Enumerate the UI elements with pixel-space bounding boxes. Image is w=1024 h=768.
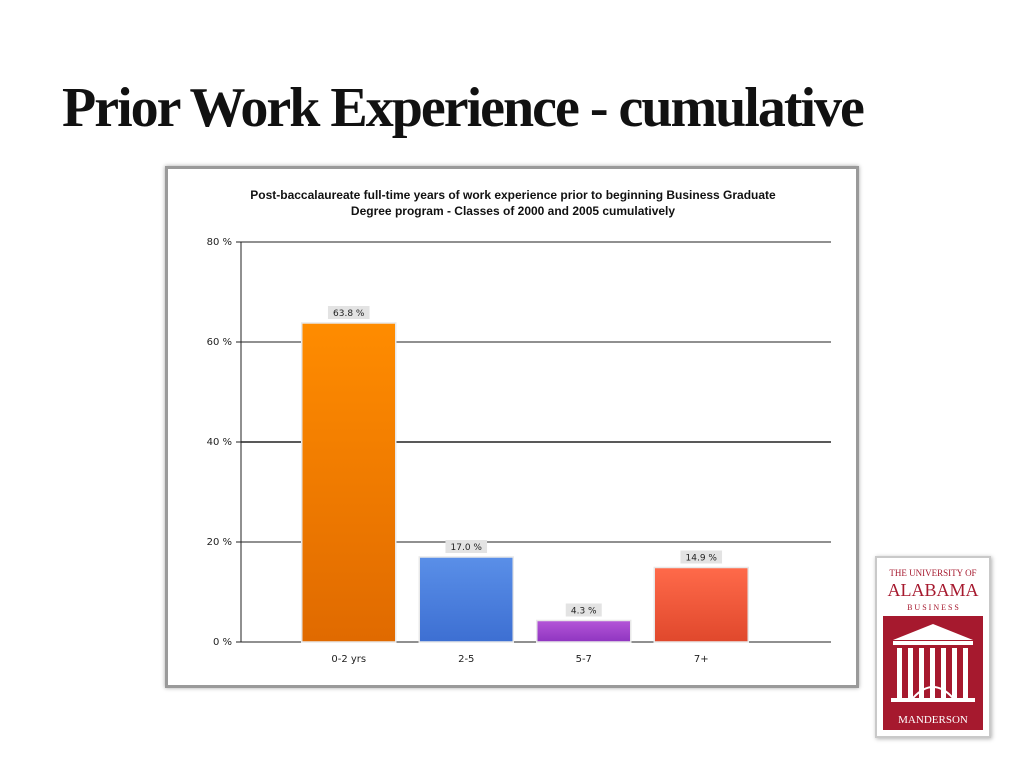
manderson-logo-graphic: THE UNIVERSITY OF ALABAMA B U S I N E S … bbox=[883, 568, 983, 730]
data-label: 4.3 % bbox=[571, 607, 597, 617]
logo-line-business: B U S I N E S S bbox=[907, 603, 959, 612]
x-tick-label: 0-2 yrs bbox=[331, 654, 366, 665]
x-tick-label: 2-5 bbox=[458, 654, 474, 665]
logo-base bbox=[891, 698, 975, 702]
bar-5-7 bbox=[536, 619, 632, 643]
y-tick-label: 0 % bbox=[213, 637, 232, 648]
y-tick-label: 60 % bbox=[207, 337, 232, 348]
chart-title-line-1: Post-baccalaureate full-time years of wo… bbox=[250, 188, 776, 202]
bar-2-5 bbox=[418, 556, 514, 643]
data-label: 63.8 % bbox=[333, 309, 365, 319]
bar-0-2-yrs bbox=[301, 322, 397, 643]
x-tick-label: 5-7 bbox=[576, 654, 592, 665]
chart-panel: Post-baccalaureate full-time years of wo… bbox=[165, 166, 859, 688]
logo-columns bbox=[897, 648, 968, 698]
y-tick-label: 80 % bbox=[207, 237, 232, 248]
data-label-box bbox=[680, 550, 723, 564]
bar-chart: Post-baccalaureate full-time years of wo… bbox=[207, 188, 831, 665]
logo-pediment bbox=[893, 624, 973, 640]
logo-arch bbox=[912, 686, 954, 699]
logo-entablature bbox=[893, 641, 973, 645]
chart-title-line-2: Degree program - Classes of 2000 and 200… bbox=[351, 204, 675, 218]
logo-line-manderson: MANDERSON bbox=[898, 714, 968, 726]
slide-title: Prior Work Experience - cumulative bbox=[62, 77, 865, 139]
x-tick-label: 7+ bbox=[694, 654, 709, 665]
data-label: 14.9 % bbox=[686, 554, 718, 564]
logo-line-alabama: ALABAMA bbox=[887, 580, 978, 600]
bar-7+ bbox=[653, 566, 749, 643]
data-label-box bbox=[565, 603, 602, 617]
y-tick-label: 20 % bbox=[207, 537, 232, 548]
data-label: 17.0 % bbox=[451, 543, 483, 553]
university-logo: THE UNIVERSITY OF ALABAMA B U S I N E S … bbox=[875, 556, 991, 738]
data-label-box bbox=[327, 306, 370, 319]
y-tick-label: 40 % bbox=[207, 437, 232, 448]
data-label-box bbox=[445, 540, 488, 553]
logo-line-university: THE UNIVERSITY OF bbox=[889, 568, 976, 578]
